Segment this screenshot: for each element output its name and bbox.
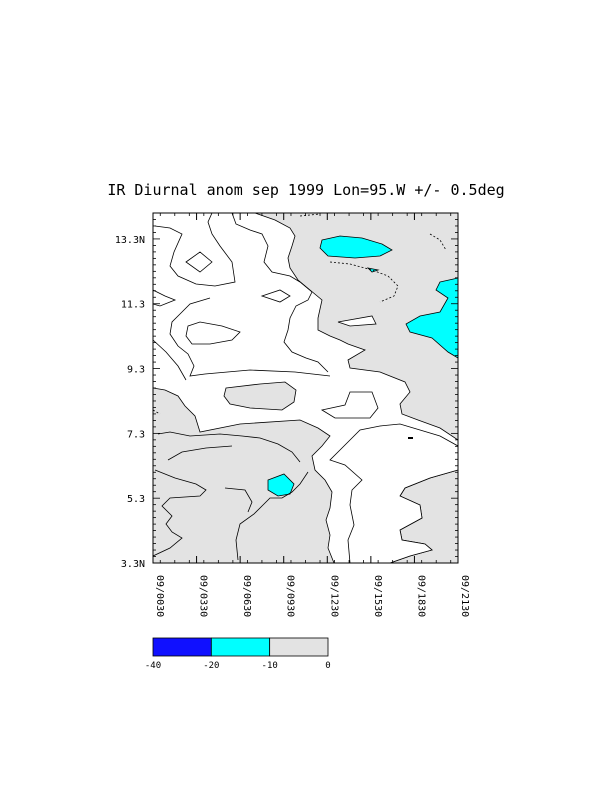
negative-anomaly-regions: [153, 213, 458, 563]
x-tick-label: 09/0630: [241, 575, 252, 617]
white-hole-upper-right-a: [337, 315, 377, 327]
x-tick-label: 09/0030: [154, 575, 165, 617]
gray-region-mid-right: [320, 391, 379, 419]
cyan-anomaly-patches: [267, 235, 458, 497]
cyan-patch-small: [366, 267, 380, 273]
y-tick-label: 3.3N: [121, 559, 145, 570]
dashed-contours: [153, 213, 447, 415]
colorbar-label: 0: [325, 661, 330, 671]
y-tick-label: 13.3N: [115, 235, 145, 246]
x-tick-label: 09/1530: [372, 575, 383, 617]
colorbar-label: -20: [203, 661, 219, 671]
y-tick-label: 11.3: [121, 300, 145, 311]
x-tick-label: 09/1230: [328, 575, 339, 617]
colorbar: -40 -20 -10 0: [145, 637, 331, 671]
chart-title: IR Diurnal anom sep 1999 Lon=95.W +/- 0.…: [107, 181, 504, 199]
gray-region-lower-left: [153, 387, 335, 563]
colorbar-label: -40: [145, 661, 161, 671]
y-tick-label: 9.3: [127, 365, 145, 376]
small-marker: [408, 437, 413, 439]
y-tick-label: 5.3: [127, 494, 145, 505]
colorbar-swatch: [210, 637, 271, 657]
colorbar-swatch: [269, 637, 329, 657]
y-tick-label: 7.3: [127, 429, 145, 440]
x-tick-label: 09/2130: [459, 575, 470, 617]
positive-anomaly-holes: [329, 315, 458, 563]
colorbar-label: -10: [262, 661, 278, 671]
plot-area: [153, 213, 458, 563]
cyan-patch-bottom: [267, 473, 295, 497]
y-axis: 3.3N 5.3 7.3 9.3 11.3 13.3N: [115, 212, 458, 570]
white-hole-right-column: [329, 423, 458, 563]
contour-lines: [153, 213, 331, 561]
x-axis: 09/0030 09/0330 09/0630 09/0930 09/1230 09/15…: [152, 213, 470, 617]
gray-blob-center: [223, 381, 297, 411]
x-tick-label: 09/0330: [198, 575, 209, 617]
x-tick-label: 09/1830: [415, 575, 426, 617]
colorbar-swatch: [152, 637, 212, 657]
cyan-patch-right: [405, 277, 458, 359]
gray-region-upper-right: [254, 213, 458, 441]
cyan-patch-top: [319, 235, 393, 259]
x-tick-label: 09/0930: [285, 575, 296, 617]
